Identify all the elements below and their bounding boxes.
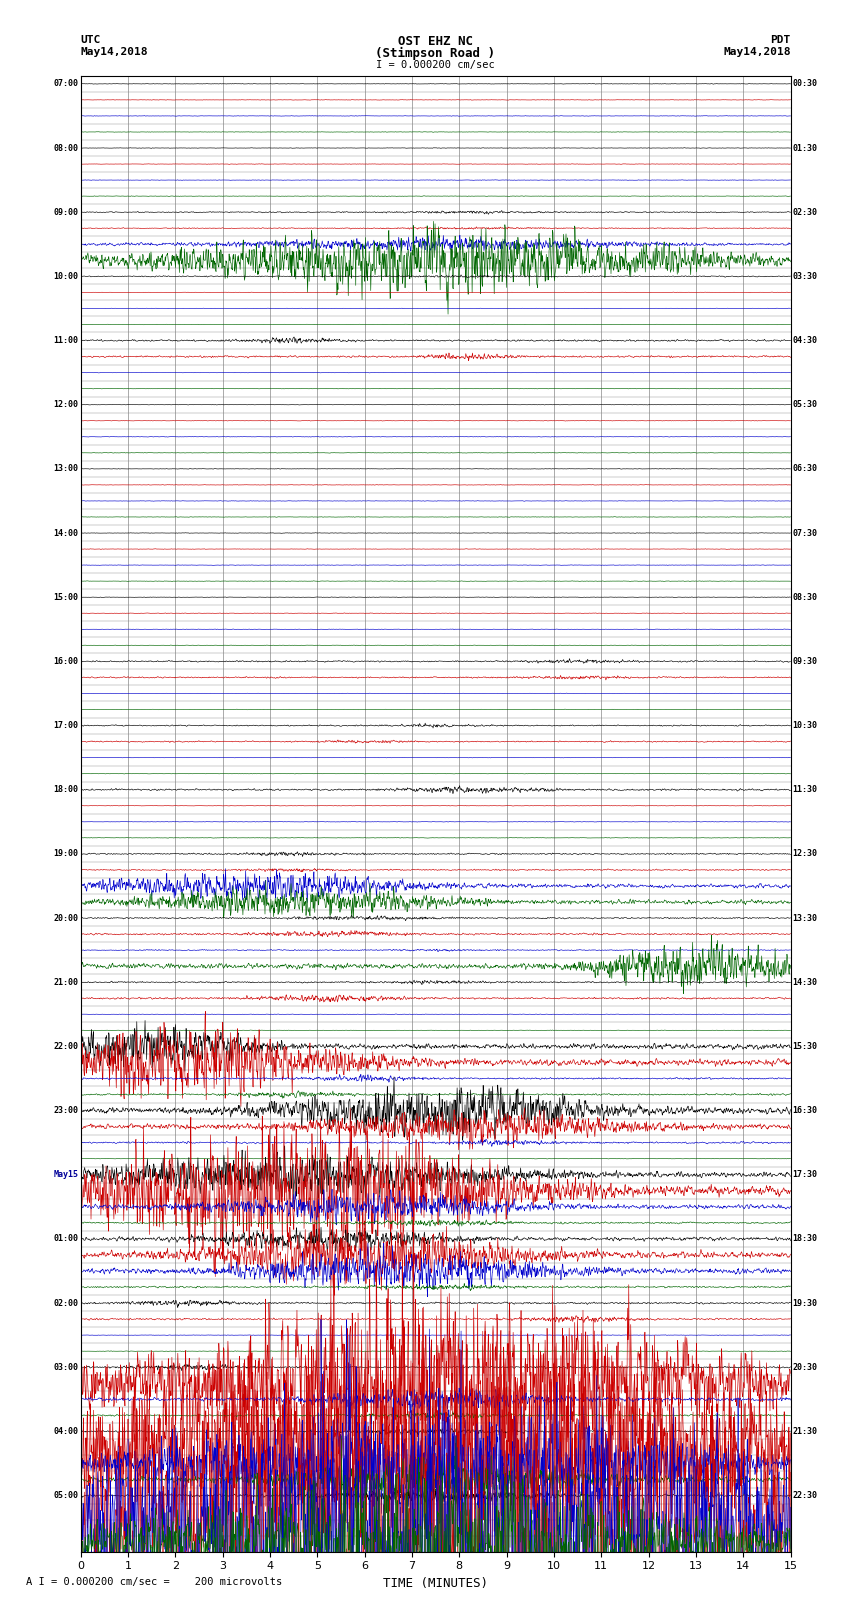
Text: May14,2018: May14,2018 [723, 47, 791, 56]
Text: 20:00: 20:00 [54, 913, 78, 923]
Text: 13:00: 13:00 [54, 465, 78, 473]
Text: 23:00: 23:00 [54, 1107, 78, 1115]
Text: 21:30: 21:30 [793, 1428, 818, 1436]
Text: 09:00: 09:00 [54, 208, 78, 216]
Text: 05:00: 05:00 [54, 1490, 78, 1500]
Text: 15:30: 15:30 [793, 1042, 818, 1052]
Text: 16:00: 16:00 [54, 656, 78, 666]
Text: I = 0.000200 cm/sec: I = 0.000200 cm/sec [376, 60, 495, 69]
Text: 03:30: 03:30 [793, 273, 818, 281]
Text: PDT: PDT [770, 35, 790, 45]
Text: 14:30: 14:30 [793, 977, 818, 987]
Text: 12:00: 12:00 [54, 400, 78, 410]
Text: 00:30: 00:30 [793, 79, 818, 89]
Text: 09:30: 09:30 [793, 656, 818, 666]
Text: 18:00: 18:00 [54, 786, 78, 794]
Text: A I = 0.000200 cm/sec =    200 microvolts: A I = 0.000200 cm/sec = 200 microvolts [26, 1578, 281, 1587]
Text: 19:30: 19:30 [793, 1298, 818, 1308]
Text: 04:30: 04:30 [793, 336, 818, 345]
Text: 12:30: 12:30 [793, 850, 818, 858]
Text: 10:30: 10:30 [793, 721, 818, 731]
Text: 21:00: 21:00 [54, 977, 78, 987]
Text: 07:30: 07:30 [793, 529, 818, 537]
Text: UTC: UTC [81, 35, 101, 45]
Text: May14,2018: May14,2018 [81, 47, 148, 56]
Text: 11:00: 11:00 [54, 336, 78, 345]
Text: 07:00: 07:00 [54, 79, 78, 89]
Text: 04:00: 04:00 [54, 1428, 78, 1436]
Text: 20:30: 20:30 [793, 1363, 818, 1371]
Text: 19:00: 19:00 [54, 850, 78, 858]
Text: 11:30: 11:30 [793, 786, 818, 794]
Text: 08:00: 08:00 [54, 144, 78, 153]
Text: 01:30: 01:30 [793, 144, 818, 153]
Text: 05:30: 05:30 [793, 400, 818, 410]
Text: 15:00: 15:00 [54, 592, 78, 602]
Text: 02:30: 02:30 [793, 208, 818, 216]
Text: May15: May15 [54, 1169, 78, 1179]
Text: 13:30: 13:30 [793, 913, 818, 923]
Text: 02:00: 02:00 [54, 1298, 78, 1308]
Text: 22:00: 22:00 [54, 1042, 78, 1052]
Text: 18:30: 18:30 [793, 1234, 818, 1244]
Text: (Stimpson Road ): (Stimpson Road ) [375, 47, 496, 60]
Text: 03:00: 03:00 [54, 1363, 78, 1371]
Text: 14:00: 14:00 [54, 529, 78, 537]
Text: 17:30: 17:30 [793, 1169, 818, 1179]
Text: 01:00: 01:00 [54, 1234, 78, 1244]
Text: 22:30: 22:30 [793, 1490, 818, 1500]
Text: 16:30: 16:30 [793, 1107, 818, 1115]
X-axis label: TIME (MINUTES): TIME (MINUTES) [383, 1578, 488, 1590]
Text: 06:30: 06:30 [793, 465, 818, 473]
Text: OST EHZ NC: OST EHZ NC [398, 35, 473, 48]
Text: 10:00: 10:00 [54, 273, 78, 281]
Text: 08:30: 08:30 [793, 592, 818, 602]
Text: 17:00: 17:00 [54, 721, 78, 731]
